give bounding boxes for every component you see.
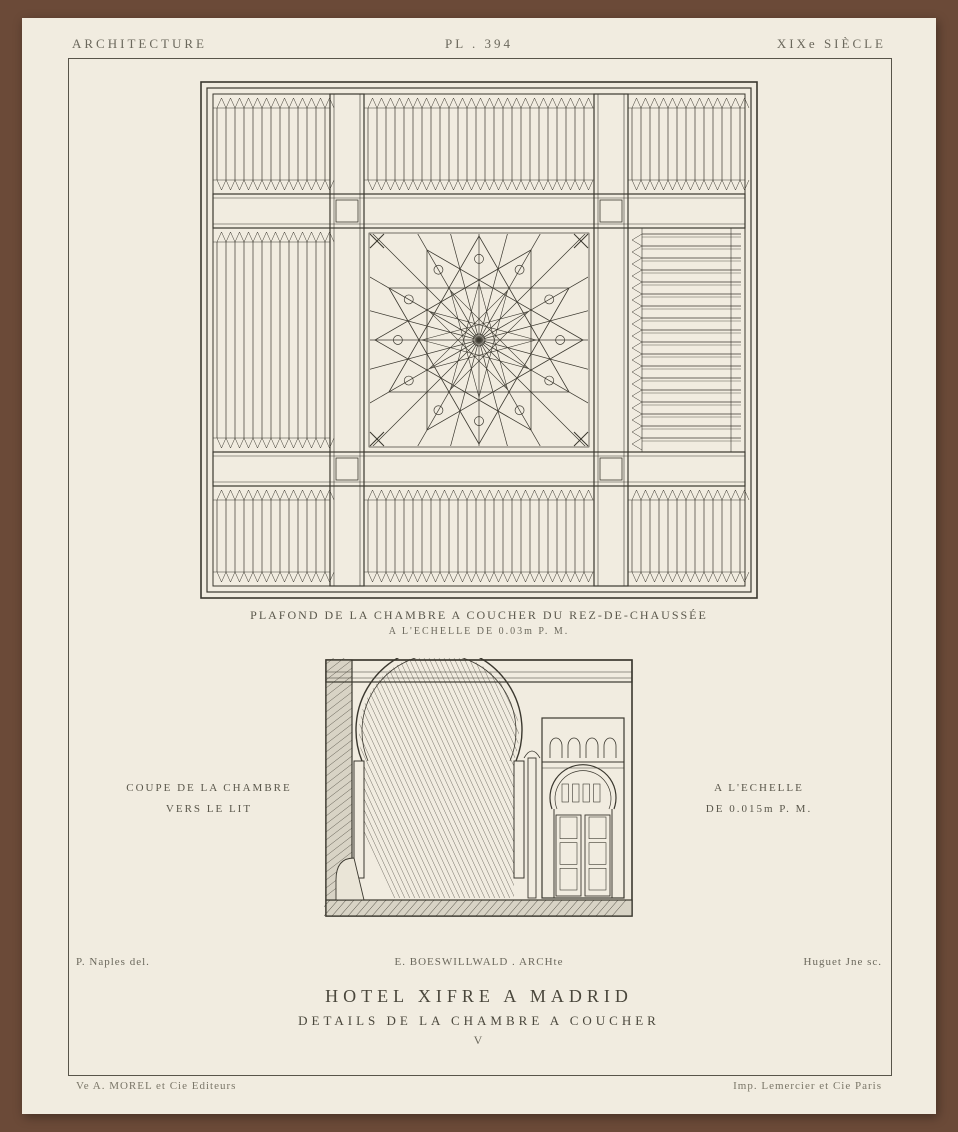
header: ARCHITECTURE PL . 394 XIXe SIÈCLE: [68, 36, 890, 56]
footer-printer: Imp. Lemercier et Cie Paris: [733, 1080, 882, 1092]
footer-publisher: Ve A. MOREL et Cie Editeurs: [76, 1080, 236, 1092]
header-right: XIXe SIÈCLE: [777, 36, 886, 52]
ceiling-caption: PLAFOND DE LA CHAMBRE A COUCHER DU REZ-D…: [109, 608, 849, 623]
ceiling-caption-sub: A L'ECHELLE DE 0.03m P. M.: [109, 626, 849, 637]
section-right-caption: A L'ECHELLE DE 0.015m P. M.: [659, 778, 859, 820]
section-drawing: [324, 658, 634, 918]
title-block: HOTEL XIFRE A MADRID DETAILS DE LA CHAMB…: [68, 986, 890, 1048]
ceiling-figure: PLAFOND DE LA CHAMBRE A COUCHER DU REZ-D…: [109, 80, 849, 637]
header-center: PL . 394: [68, 36, 890, 52]
section-figure: COUPE DE LA CHAMBRE VERS LE LIT A L'ECHE…: [109, 658, 849, 918]
section-right-caption-2: DE 0.015m P. M.: [706, 803, 812, 815]
credit-engraver: Huguet Jne sc.: [804, 956, 882, 968]
section-left-caption-1: COUPE DE LA CHAMBRE: [126, 782, 291, 794]
plate: ARCHITECTURE PL . 394 XIXe SIÈCLE PLAFON…: [22, 18, 936, 1114]
title-num: V: [68, 1033, 890, 1048]
section-right-caption-1: A L'ECHELLE: [714, 782, 804, 794]
credit-architect: E. BOESWILLWALD . ARCHte: [68, 956, 890, 968]
ceiling-drawing: [199, 80, 759, 600]
title-sub: DETAILS DE LA CHAMBRE A COUCHER: [68, 1013, 890, 1029]
title-main: HOTEL XIFRE A MADRID: [68, 986, 890, 1007]
section-left-caption: COUPE DE LA CHAMBRE VERS LE LIT: [99, 778, 319, 820]
section-left-caption-2: VERS LE LIT: [166, 803, 252, 815]
